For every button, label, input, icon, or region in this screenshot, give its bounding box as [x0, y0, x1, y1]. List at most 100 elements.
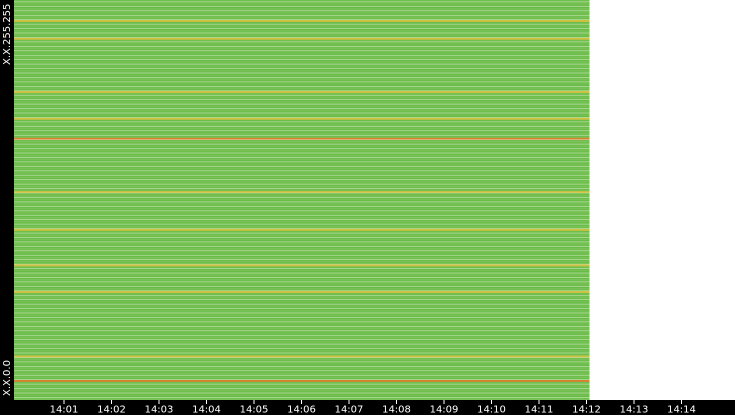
heatmap-row	[14, 173, 590, 175]
heatmap-row-gap	[14, 90, 590, 92]
heatmap-row	[14, 235, 590, 237]
y-axis-label-top: X.X.255.255	[2, 4, 13, 65]
heatmap-row	[14, 240, 590, 242]
heatmap-row-gap	[14, 303, 590, 305]
heatmap-row-gap	[14, 272, 590, 274]
heatmap-row	[14, 62, 590, 64]
heatmap-row	[14, 11, 590, 13]
heatmap-row	[14, 271, 590, 273]
heatmap-row-gap	[14, 174, 590, 176]
heatmap-row-gap	[14, 286, 590, 287]
heatmap-row	[14, 248, 590, 251]
heatmap-row	[14, 128, 590, 131]
heatmap-row-gap	[14, 157, 590, 158]
heatmap-row	[14, 246, 590, 249]
heatmap-row	[14, 31, 590, 33]
heatmap-row	[14, 160, 590, 162]
heatmap-row	[14, 42, 590, 44]
heatmap-row	[14, 124, 590, 126]
heatmap-row-gap	[14, 112, 590, 114]
heatmap-row	[14, 162, 590, 164]
heatmap-row	[14, 206, 590, 209]
heatmap-row	[14, 335, 590, 337]
x-axis-tick-label: 14:03	[145, 405, 174, 416]
heatmap-row	[14, 231, 590, 233]
heatmap-row	[14, 106, 590, 109]
x-axis-tick-label: 14:01	[50, 405, 79, 416]
heatmap-row	[14, 373, 590, 375]
heatmap-row	[14, 148, 590, 151]
heatmap-row-gap	[14, 179, 590, 180]
heatmap-row	[14, 297, 590, 300]
heatmap-row-gap	[14, 6, 590, 7]
heatmap-row	[14, 184, 590, 186]
heatmap-row	[14, 351, 590, 353]
heatmap-row-gap	[14, 148, 590, 149]
heatmap-row	[14, 362, 590, 364]
heatmap-row-gap	[14, 268, 590, 269]
heatmap-row	[14, 64, 590, 66]
heatmap-row	[14, 82, 590, 84]
heatmap-row-gap	[14, 277, 590, 278]
x-axis-tick-label: 14:02	[97, 405, 126, 416]
heatmap-row	[14, 133, 590, 135]
x-axis-tick-label: 14:14	[667, 405, 696, 416]
heatmap-row-gap	[14, 379, 590, 380]
heatmap-row	[14, 68, 590, 71]
heatmap-row-gap	[14, 68, 590, 69]
heatmap-row	[14, 311, 590, 313]
heatmap-row	[14, 200, 590, 202]
heatmap-row-gap	[14, 237, 590, 238]
heatmap-row	[14, 304, 590, 306]
heatmap-row-gap	[14, 206, 590, 207]
heatmap-row	[14, 260, 590, 262]
heatmap-row-gap	[14, 361, 590, 363]
x-axis-tick-label: 14:07	[335, 405, 364, 416]
heatmap-row-gap	[14, 312, 590, 314]
heatmap-row	[14, 353, 590, 355]
heatmap-row	[14, 146, 590, 149]
heatmap-row-gap	[14, 201, 590, 203]
heatmap-row	[14, 253, 590, 255]
heatmap-row	[14, 306, 590, 309]
heatmap-row-gap	[14, 343, 590, 345]
heatmap-row	[14, 277, 590, 280]
heatmap-row-gap	[14, 321, 590, 323]
heatmap-row	[14, 193, 590, 195]
heatmap-row	[14, 93, 590, 95]
heatmap-row	[14, 268, 590, 271]
heatmap-row	[14, 186, 590, 189]
heatmap-row	[14, 86, 590, 89]
heatmap-row	[14, 382, 590, 384]
heatmap-row-gap	[14, 326, 590, 327]
heatmap-row-gap	[14, 197, 590, 198]
x-axis-ticks: 14:01 14:02 14:03 14:04 14:05 14:06 14:07 14:08…	[50, 400, 696, 416]
heatmap-row	[14, 182, 590, 184]
heatmap-row	[14, 75, 590, 77]
heatmap-row	[14, 340, 590, 342]
heatmap-row	[14, 355, 590, 358]
heatmap-row	[14, 242, 590, 244]
heatmap-row	[14, 80, 590, 82]
heatmap-row	[14, 126, 590, 129]
heatmap-row-gap	[14, 290, 590, 292]
heatmap-row	[14, 197, 590, 200]
x-axis-tick-label: 14:04	[192, 405, 221, 416]
heatmap-row	[14, 144, 590, 146]
heatmap-row-gap	[14, 317, 590, 318]
heatmap-row-gap	[14, 263, 590, 265]
heatmap-row	[14, 73, 590, 75]
heatmap-row-gap	[14, 152, 590, 154]
heatmap-row	[14, 108, 590, 111]
heatmap-row	[14, 204, 590, 206]
heatmap-row	[14, 397, 590, 400]
heatmap-row	[14, 22, 590, 24]
heatmap-row	[14, 360, 590, 362]
heatmap-row-gap	[14, 54, 590, 56]
y-axis-band	[0, 0, 14, 415]
heatmap-row	[14, 286, 590, 289]
heatmap-row-gap	[14, 108, 590, 109]
heatmap-row	[14, 280, 590, 282]
